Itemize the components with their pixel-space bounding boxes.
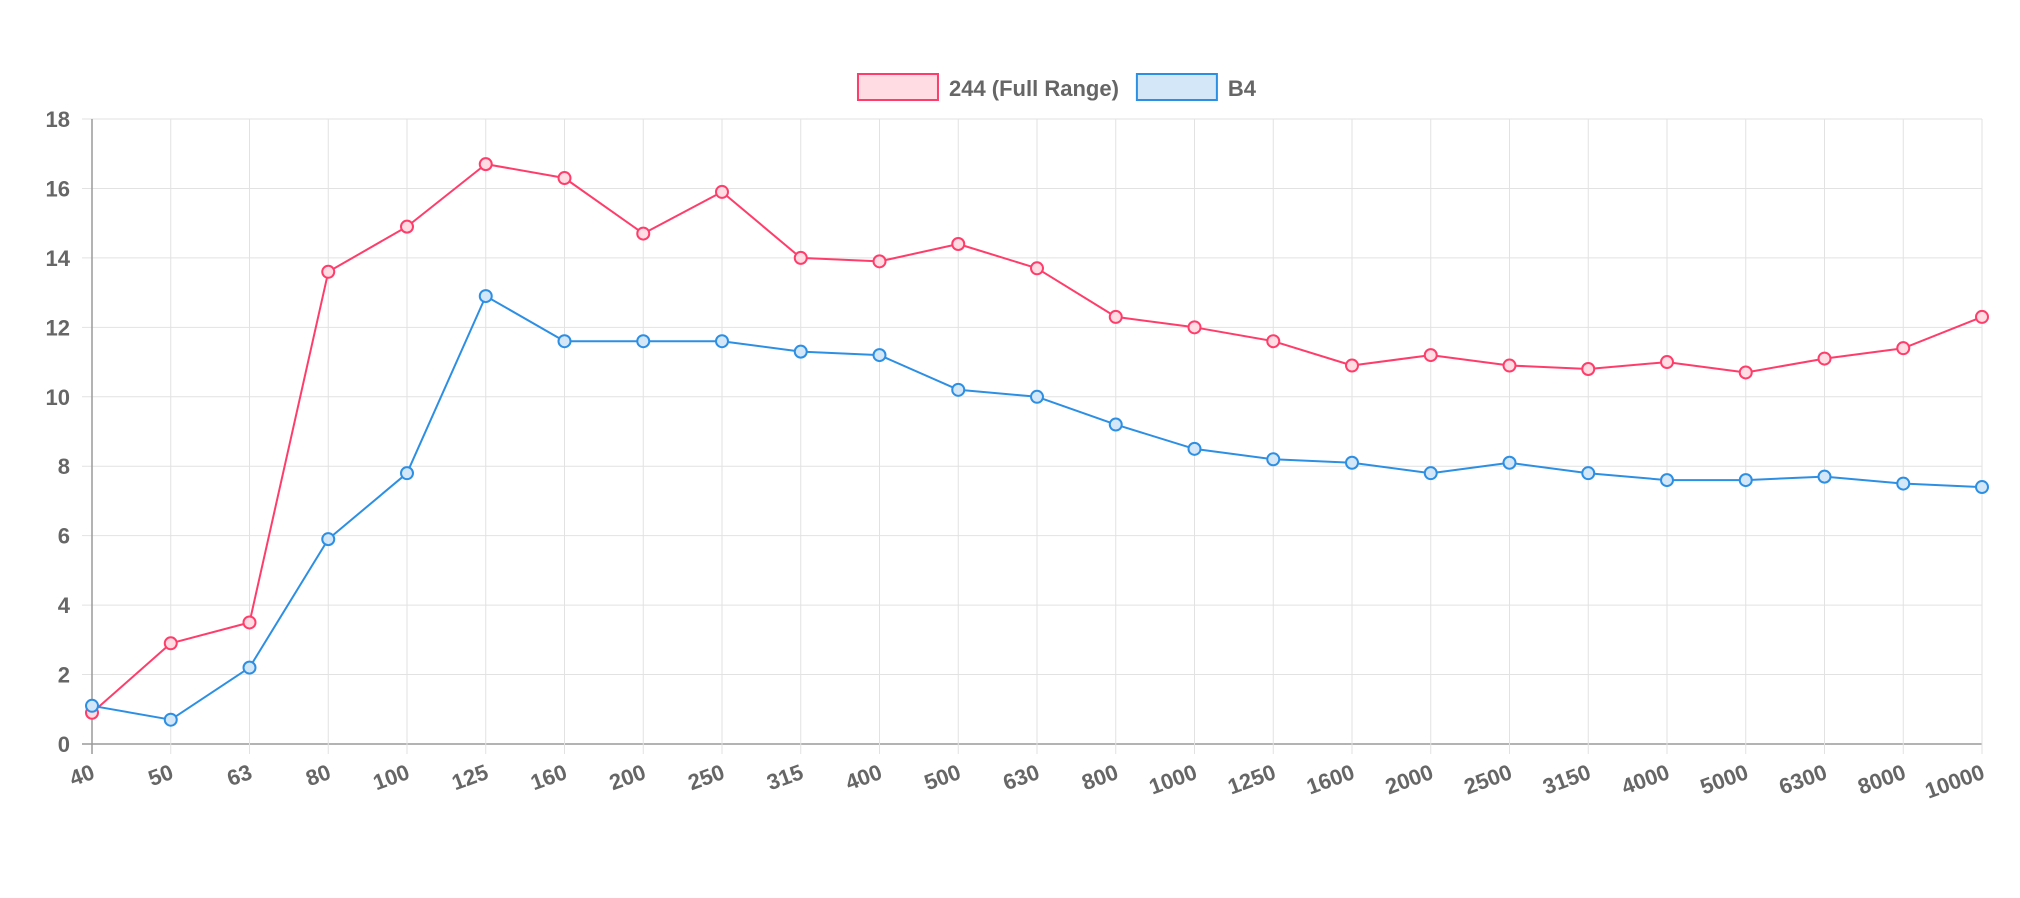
data-point[interactable] [321, 264, 336, 279]
data-point[interactable] [1108, 309, 1123, 324]
x-tick-label: 2000 [1382, 759, 1437, 799]
data-point[interactable] [400, 466, 414, 481]
y-tick-label: 8 [58, 454, 70, 479]
data-point[interactable] [1975, 480, 1989, 495]
data-point[interactable] [715, 334, 729, 349]
y-tick-label: 2 [58, 663, 70, 688]
data-point[interactable] [1423, 466, 1438, 481]
y-tick-label: 16 [46, 176, 70, 201]
data-point[interactable] [1975, 309, 1989, 324]
y-tick-label: 0 [58, 732, 70, 757]
x-tick-label: 200 [606, 759, 649, 795]
x-tick-label: 125 [448, 759, 491, 795]
data-point[interactable] [1660, 473, 1674, 488]
axes: 0 2 4 6 8 10 12 14 16 18 40 50 63 80 100 125 160 200 250 31… [46, 107, 1988, 804]
x-tick-label: 63 [224, 759, 256, 791]
data-point[interactable] [636, 334, 651, 349]
data-point[interactable] [1581, 362, 1596, 376]
y-tick-label: 12 [46, 315, 70, 340]
x-tick-label: 3150 [1539, 759, 1594, 799]
data-point[interactable] [1896, 341, 1911, 356]
legend-label: 244 (Full Range) [949, 76, 1119, 101]
legend-swatch [856, 73, 939, 101]
data-point[interactable] [1345, 358, 1359, 373]
data-point[interactable] [1502, 455, 1517, 470]
x-tick-label: 250 [685, 759, 728, 795]
x-tick-label: 800 [1078, 759, 1121, 795]
y-tick-label: 14 [46, 246, 71, 271]
grid [82, 118, 1983, 754]
data-point[interactable] [872, 348, 887, 363]
x-tick-label: 1600 [1303, 759, 1358, 799]
y-tick-label: 18 [46, 107, 70, 132]
data-point[interactable] [163, 636, 178, 651]
x-tick-label: 1250 [1224, 759, 1279, 799]
data-point[interactable] [1896, 476, 1911, 491]
data-point[interactable] [872, 254, 887, 269]
data-point[interactable] [557, 334, 572, 349]
data-point[interactable] [242, 660, 257, 675]
x-tick-label: 315 [763, 759, 806, 795]
data-point[interactable] [1817, 469, 1832, 484]
x-tick-label: 2500 [1461, 759, 1516, 799]
data-point[interactable] [1187, 441, 1202, 456]
legend-label: B4 [1228, 76, 1257, 101]
series [85, 157, 1989, 727]
x-tick-label: 630 [1000, 759, 1043, 795]
legend-swatch [1135, 73, 1218, 101]
data-point[interactable] [1266, 452, 1281, 467]
data-point[interactable] [1345, 455, 1359, 470]
data-point[interactable] [1581, 466, 1596, 481]
x-tick-label: 80 [302, 759, 334, 791]
data-point[interactable] [1738, 365, 1753, 380]
data-point[interactable] [1108, 417, 1123, 432]
data-point[interactable] [715, 184, 729, 199]
data-point[interactable] [400, 219, 414, 234]
x-tick-label: 50 [145, 759, 177, 791]
data-point[interactable] [163, 712, 178, 727]
x-tick-label: 6300 [1776, 759, 1831, 799]
x-tick-label: 500 [921, 759, 964, 795]
data-point[interactable] [85, 698, 99, 713]
x-tick-label: 40 [66, 759, 98, 791]
x-tick-label: 4000 [1618, 759, 1673, 799]
data-point[interactable] [557, 171, 572, 186]
data-point[interactable] [793, 250, 808, 265]
x-tick-label: 100 [370, 759, 413, 795]
data-point[interactable] [321, 532, 336, 547]
data-point[interactable] [478, 289, 493, 304]
data-point[interactable] [1187, 320, 1202, 335]
data-point[interactable] [242, 615, 257, 630]
data-point[interactable] [951, 237, 966, 251]
x-tick-label: 10000 [1922, 759, 1988, 803]
x-tick-label: 8000 [1854, 759, 1909, 799]
data-point[interactable] [1423, 348, 1438, 363]
data-point[interactable] [478, 157, 493, 172]
legend-item[interactable]: 244 (Full Range) [856, 73, 1119, 101]
data-point[interactable] [951, 382, 966, 397]
y-tick-label: 6 [58, 524, 70, 549]
data-point[interactable] [793, 344, 808, 359]
y-tick-label: 4 [58, 593, 71, 618]
legend-item[interactable]: B4 [1135, 73, 1257, 101]
data-point[interactable] [1817, 351, 1832, 366]
data-point[interactable] [636, 226, 651, 241]
x-tick-label: 160 [527, 759, 570, 795]
data-point[interactable] [1738, 473, 1753, 488]
x-tick-label: 5000 [1697, 759, 1752, 799]
x-tick-label: 1000 [1146, 759, 1201, 799]
data-point[interactable] [1502, 358, 1517, 373]
data-point[interactable] [1030, 389, 1044, 404]
y-tick-label: 10 [46, 385, 70, 410]
data-point[interactable] [1660, 355, 1674, 370]
data-point[interactable] [1030, 261, 1044, 276]
x-tick-label: 400 [842, 759, 885, 795]
legend: 244 (Full Range) B4 [856, 73, 1257, 101]
data-point[interactable] [1266, 334, 1281, 349]
